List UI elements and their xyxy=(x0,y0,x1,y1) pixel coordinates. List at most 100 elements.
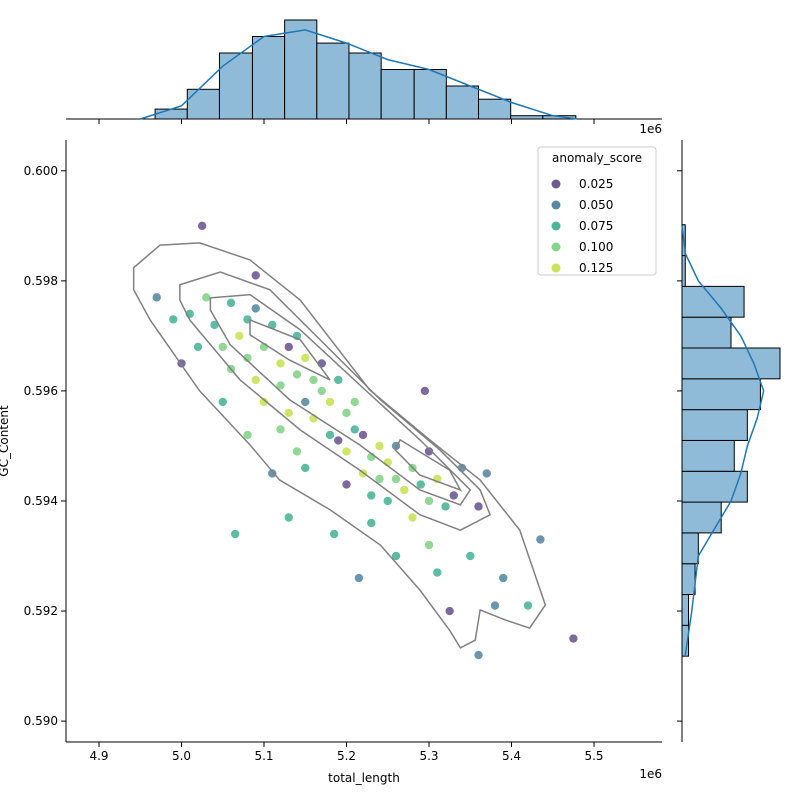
x-tick-label: 5.2 xyxy=(337,749,356,763)
top-hist-bar xyxy=(316,42,350,120)
point xyxy=(432,567,443,578)
point xyxy=(230,529,240,539)
x-tick-label: 5.1 xyxy=(254,749,273,763)
point xyxy=(193,342,203,352)
y-axis-label: GC_Content xyxy=(0,405,11,477)
point xyxy=(535,534,546,545)
top-hist-bar xyxy=(413,69,447,120)
top-hist-bar xyxy=(445,85,480,120)
point xyxy=(481,468,492,479)
right-hist-bar xyxy=(681,563,696,596)
x-tick-label: 5.3 xyxy=(419,749,438,763)
x-tick-label: 5.0 xyxy=(172,749,191,763)
top-hist-bar xyxy=(251,36,286,120)
legend-title: anomaly_score xyxy=(552,151,642,165)
x-tick-label: 5.4 xyxy=(502,749,521,763)
point xyxy=(448,490,459,501)
point xyxy=(341,446,352,457)
y-tick-label: 0.600 xyxy=(24,164,58,178)
right-hist-bar xyxy=(681,316,732,349)
top-hist-bar xyxy=(284,19,318,120)
point xyxy=(197,221,207,231)
point xyxy=(490,600,500,611)
point xyxy=(341,479,352,490)
top-hist-bar xyxy=(478,98,512,120)
right-hist-bar xyxy=(681,532,699,565)
x-tick-label: 4.9 xyxy=(89,749,108,763)
point xyxy=(374,441,385,451)
point xyxy=(424,446,434,457)
kde-contour xyxy=(179,271,492,531)
point xyxy=(283,342,294,352)
point xyxy=(415,479,426,490)
point xyxy=(465,551,476,561)
point xyxy=(217,397,228,407)
y-tick-label: 0.594 xyxy=(24,494,58,508)
right-kde xyxy=(681,225,765,656)
y-tick-label: 0.590 xyxy=(24,714,58,728)
top-x-offset-label: 1e6 xyxy=(639,122,662,136)
point xyxy=(391,551,401,561)
point xyxy=(250,303,261,314)
point xyxy=(329,529,339,539)
point xyxy=(366,518,377,528)
right-hist-bar xyxy=(681,470,748,503)
point xyxy=(300,397,311,407)
y-tick-label: 0.596 xyxy=(24,384,58,398)
point xyxy=(250,375,261,385)
point xyxy=(242,430,253,440)
point xyxy=(292,446,302,457)
kde-contour xyxy=(394,438,462,492)
point xyxy=(300,463,311,473)
point xyxy=(292,369,302,380)
point xyxy=(391,474,401,484)
legend-marker xyxy=(551,179,561,189)
point xyxy=(366,490,377,501)
point xyxy=(283,408,294,418)
point xyxy=(473,650,484,660)
point xyxy=(424,540,434,550)
point xyxy=(325,397,335,407)
kde-contour xyxy=(132,242,547,649)
top-hist-bar xyxy=(542,115,577,120)
right-hist-bar xyxy=(681,285,745,318)
legend-label: 0.100 xyxy=(579,240,613,254)
y-tick-label: 0.592 xyxy=(24,604,58,618)
point xyxy=(399,485,410,495)
legend-label: 0.025 xyxy=(579,177,613,191)
point xyxy=(217,342,228,352)
point xyxy=(267,468,278,479)
top-hist-bar xyxy=(510,115,544,120)
point xyxy=(316,386,327,396)
legend-marker xyxy=(551,242,561,252)
kde-contour xyxy=(249,318,331,381)
point xyxy=(325,430,335,440)
point xyxy=(234,331,245,341)
right-hist-bar xyxy=(681,439,735,472)
point xyxy=(374,474,385,484)
point xyxy=(440,501,451,512)
point xyxy=(420,386,430,396)
legend-marker xyxy=(551,200,561,210)
top-hist-bar xyxy=(380,69,415,120)
point xyxy=(259,397,269,407)
top-hist-bar xyxy=(218,52,253,120)
point xyxy=(201,292,212,303)
right-hist-bar xyxy=(681,409,748,441)
point xyxy=(226,298,236,308)
point xyxy=(151,292,162,303)
point xyxy=(242,353,253,363)
right-hist-bar xyxy=(681,255,686,287)
legend-marker xyxy=(551,221,561,231)
legend-marker xyxy=(551,263,561,273)
point xyxy=(568,633,579,644)
y-tick-label: 0.598 xyxy=(24,274,58,288)
x-tick-label: 5.5 xyxy=(584,749,603,763)
point xyxy=(250,270,261,281)
top-hist-bar xyxy=(186,88,220,120)
point xyxy=(349,397,360,407)
point xyxy=(333,435,344,446)
top-kde xyxy=(140,29,578,120)
point xyxy=(333,375,344,385)
